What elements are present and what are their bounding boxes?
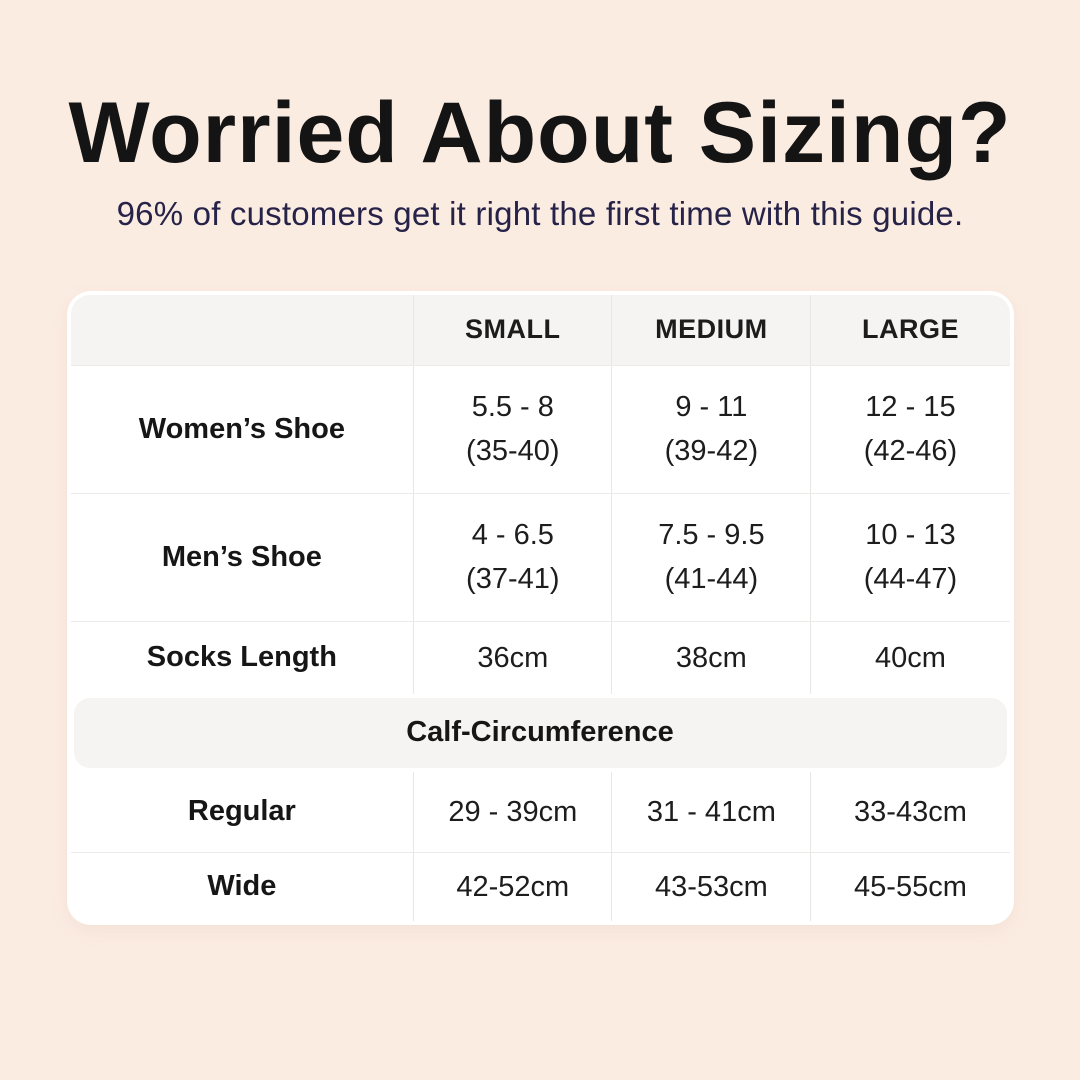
- row-label-regular: Regular: [187, 795, 296, 828]
- cell-value-main: 31 - 41cm: [646, 795, 776, 828]
- size-guide-table: SMALL MEDIUM LARGE Women’s Shoe 5.5 - 8 …: [66, 290, 1014, 925]
- section-header-calf-circumference: Calf-Circumference: [73, 697, 1007, 768]
- table-row-mens-shoe: Men’s Shoe 4 - 6.5 (37-41) 7.5 - 9.5 (41…: [70, 492, 1010, 621]
- table-cell: 36cm: [413, 621, 611, 694]
- table-row-socks-length: Socks Length 36cm 38cm 40cm: [70, 620, 1010, 694]
- cell-value-sub: (37-41): [466, 563, 560, 596]
- table-cell: 9 - 11 (39-42): [611, 365, 810, 493]
- page-subtitle: 96% of customers get it right the first …: [116, 194, 964, 232]
- cell-value-main: 33-43cm: [854, 795, 967, 828]
- table-row-womens-shoe: Women’s Shoe 5.5 - 8 (35-40) 9 - 11 (39-…: [70, 364, 1010, 493]
- cell-value-main: 36cm: [477, 641, 549, 674]
- row-label-womens-shoe: Women’s Shoe: [138, 412, 345, 445]
- table-row-wide: Wide 42-52cm 43-53cm 45-55cm: [70, 851, 1010, 921]
- header: Worried About Sizing? 96% of customers g…: [0, 0, 1080, 233]
- table-cell: 40cm: [810, 621, 1009, 694]
- cell-value-sub: (42-46): [863, 435, 958, 468]
- table-cell: 29 - 39cm: [413, 771, 611, 852]
- cell-value-main: 12 - 15: [865, 391, 956, 424]
- table-cell: 31 - 41cm: [611, 771, 810, 852]
- table-header-empty-cell: [71, 295, 414, 365]
- cell-value-main: 38cm: [675, 641, 747, 674]
- row-label-mens-shoe: Men’s Shoe: [161, 540, 322, 573]
- table-cell: 7.5 - 9.5 (41-44): [611, 493, 810, 621]
- table-cell: 10 - 13 (44-47): [810, 493, 1009, 621]
- cell-value-main: 4 - 6.5: [471, 519, 554, 552]
- cell-value-main: 9 - 11: [675, 391, 748, 424]
- table-row-regular: Regular 29 - 39cm 31 - 41cm 33-43cm: [71, 771, 1010, 852]
- row-label-wide: Wide: [207, 870, 277, 903]
- cell-value-main: 43-53cm: [654, 870, 768, 903]
- cell-value-main: 29 - 39cm: [448, 795, 578, 828]
- row-label-socks-length: Socks Length: [146, 641, 337, 674]
- cell-value-main: 40cm: [874, 641, 946, 674]
- cell-value-main: 45-55cm: [854, 870, 967, 903]
- table-cell: 33-43cm: [810, 771, 1009, 852]
- table-cell: 5.5 - 8 (35-40): [413, 365, 611, 493]
- cell-value-sub: (44-47): [863, 563, 958, 596]
- cell-value-main: 7.5 - 9.5: [658, 519, 765, 552]
- column-header-medium: MEDIUM: [611, 294, 810, 365]
- cell-value-sub: (35-40): [466, 435, 560, 468]
- column-header-small: SMALL: [413, 294, 611, 365]
- cell-value-sub: (41-44): [664, 563, 759, 596]
- cell-value-sub: (39-42): [664, 435, 759, 468]
- cell-value-main: 42-52cm: [456, 870, 570, 903]
- cell-value-main: 10 - 13: [865, 519, 956, 552]
- cell-value-main: 5.5 - 8: [471, 391, 554, 424]
- table-header-row: SMALL MEDIUM LARGE: [70, 294, 1010, 365]
- table-cell: 12 - 15 (42-46): [810, 365, 1009, 493]
- table-cell: 4 - 6.5 (37-41): [413, 493, 611, 621]
- table-cell: 43-53cm: [611, 852, 810, 921]
- page-title: Worried About Sizing?: [68, 85, 1012, 181]
- column-header-large: LARGE: [810, 294, 1009, 365]
- table-cell: 42-52cm: [413, 852, 611, 921]
- section-header-label: Calf-Circumference: [406, 716, 674, 749]
- table-cell: 38cm: [611, 621, 810, 694]
- table-cell: 45-55cm: [810, 852, 1009, 921]
